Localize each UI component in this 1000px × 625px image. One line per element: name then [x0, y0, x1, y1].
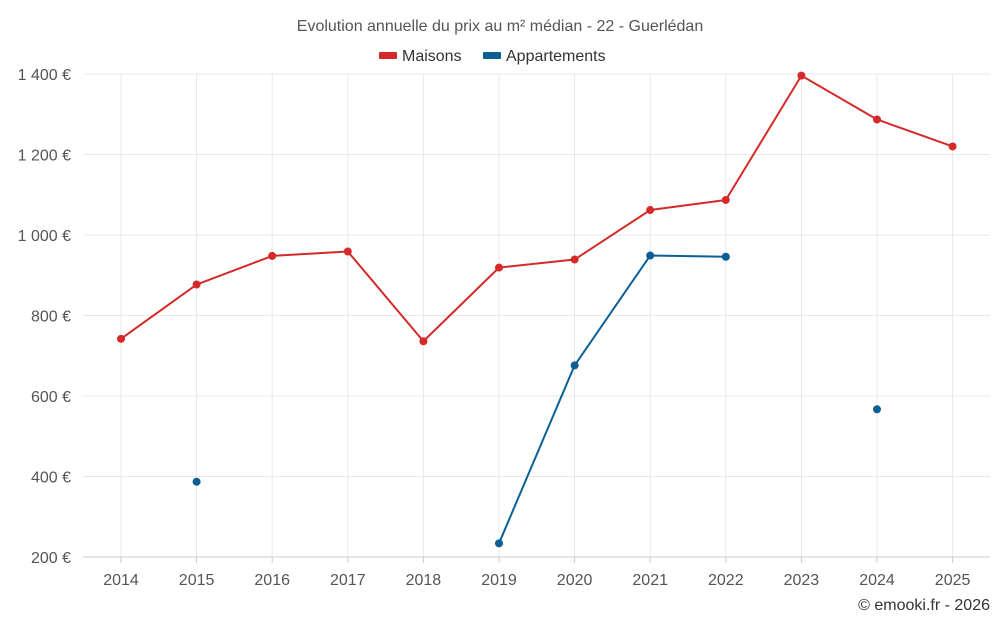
data-point-maisons[interactable]	[721, 195, 730, 204]
data-point-appartements[interactable]	[873, 405, 881, 414]
legend: Maisons Appartements	[379, 48, 606, 65]
data-point-maisons[interactable]	[268, 251, 277, 260]
data-point-appartements[interactable]	[495, 539, 503, 548]
data-point-maisons[interactable]	[419, 337, 428, 346]
x-tick-label: 2017	[330, 572, 366, 589]
x-tick-label: 2018	[406, 572, 442, 589]
series	[117, 71, 957, 548]
data-point-maisons[interactable]	[495, 263, 503, 272]
x-tick-label: 2015	[179, 572, 215, 589]
data-point-maisons[interactable]	[192, 280, 201, 289]
data-point-maisons[interactable]	[646, 206, 655, 215]
series-appartements	[192, 251, 881, 548]
y-tick-label: 600 €	[31, 389, 71, 406]
data-point-appartements[interactable]	[192, 477, 201, 486]
data-point-appartements[interactable]	[646, 251, 655, 260]
data-point-appartements[interactable]	[721, 252, 730, 261]
legend-label-maisons: Maisons	[402, 48, 462, 65]
x-tick-label: 2016	[254, 572, 290, 589]
x-tick-label: 2019	[481, 572, 517, 589]
series-line-appartements	[498, 254, 726, 544]
axes: 200 € 400 € 600 € 800 € 1 000 € 1 200 € 1 400 …	[18, 67, 990, 589]
y-tick-label: 1 400 €	[18, 67, 71, 84]
legend-item-maisons[interactable]: Maisons	[379, 48, 462, 65]
legend-item-appartements[interactable]: Appartements	[483, 48, 606, 65]
credit: © emooki.fr - 2026	[858, 597, 990, 614]
data-point-maisons[interactable]	[570, 255, 579, 264]
grid	[83, 73, 990, 558]
x-tick-label: 2024	[859, 572, 895, 589]
x-tick-label: 2014	[103, 572, 139, 589]
y-tick-label: 1 000 €	[18, 228, 71, 245]
data-point-maisons[interactable]	[873, 115, 881, 124]
legend-swatch-maisons	[379, 52, 397, 59]
x-tick-label: 2020	[557, 572, 593, 589]
y-tick-label: 1 200 €	[18, 148, 71, 165]
x-tick-label: 2023	[784, 572, 820, 589]
y-tick-label: 800 €	[31, 309, 71, 326]
legend-swatch-appartements	[483, 52, 501, 59]
series-line-maisons	[120, 74, 953, 343]
data-point-maisons[interactable]	[948, 142, 957, 151]
x-tick-label: 2022	[708, 572, 744, 589]
y-tick-label: 400 €	[31, 470, 71, 487]
data-point-maisons[interactable]	[343, 247, 352, 256]
x-tick-label: 2025	[935, 572, 971, 589]
legend-label-appartements: Appartements	[506, 48, 606, 65]
data-point-maisons[interactable]	[797, 71, 806, 80]
data-point-maisons[interactable]	[117, 334, 125, 343]
series-maisons	[117, 71, 957, 346]
data-point-appartements[interactable]	[570, 361, 579, 370]
chart-title: Evolution annuelle du prix au m² médian …	[297, 18, 703, 35]
y-tick-label: 200 €	[31, 550, 71, 567]
x-tick-label: 2021	[632, 572, 668, 589]
